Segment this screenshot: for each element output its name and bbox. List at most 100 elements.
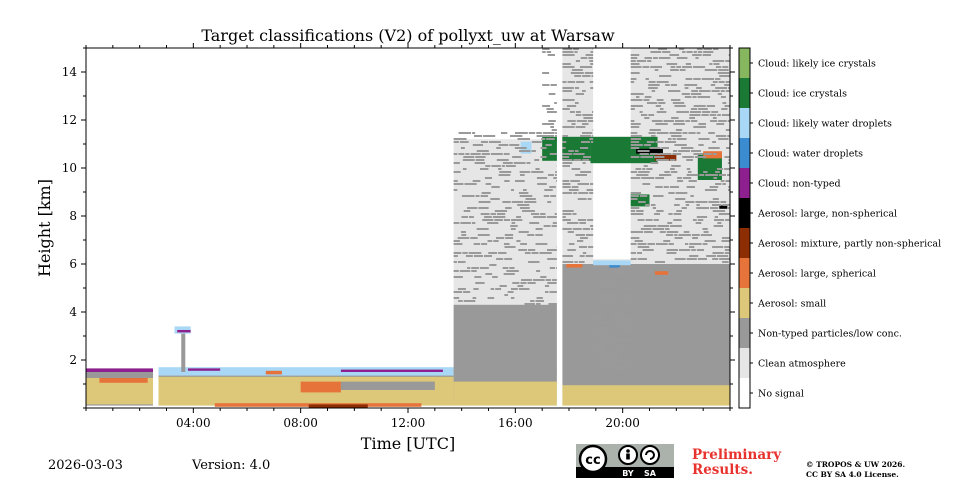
noise-speck-550: [672, 153, 682, 155]
noise-speck-69: [519, 174, 525, 176]
noise-speck-266: [567, 81, 576, 83]
noise-speck-333: [562, 210, 574, 212]
noise-speck-633: [652, 207, 656, 209]
noise-speck-175: [524, 252, 531, 254]
noise-speck-577: [664, 171, 670, 173]
noise-speck-776: [606, 339, 617, 341]
colorbar-swatch-1: [739, 348, 750, 378]
noise-speck-601: [722, 183, 726, 185]
noise-speck-537: [630, 147, 640, 149]
noise-speck-574: [724, 168, 730, 170]
x-tick-label-3: 16:00: [498, 416, 533, 430]
noise-speck-40: [549, 153, 557, 155]
noise-speck-474: [656, 111, 667, 113]
noise-speck-36: [470, 153, 481, 155]
colorbar-label-5: Aerosol: mixture, partly non-spherical: [757, 239, 941, 250]
noise-speck-142: [510, 228, 516, 230]
noise-speck-184: [547, 258, 557, 260]
noise-speck-693: [684, 243, 689, 245]
noise-speck-444: [630, 93, 644, 95]
noise-speck-447: [717, 93, 722, 95]
noise-speck-585: [699, 174, 705, 176]
noise-speck-289: [582, 123, 589, 125]
noise-speck-766: [620, 327, 630, 329]
noise-speck-593: [682, 177, 692, 179]
noise-speck-771: [593, 333, 597, 335]
noise-speck-638: [630, 210, 636, 212]
noise-speck-171: [462, 252, 468, 254]
noise-speck-599: [642, 183, 651, 185]
noise-speck-346: [590, 228, 594, 230]
noise-speck-104: [524, 201, 537, 203]
noise-speck-304: [574, 150, 579, 152]
noise-speck-554: [630, 156, 640, 158]
x-tick-label-1: 08:00: [283, 416, 318, 430]
noise-speck-691: [655, 243, 668, 245]
noise-speck-211: [475, 282, 485, 284]
noise-speck-284: [583, 117, 593, 119]
noise-speck-121: [468, 216, 474, 218]
noise-speck-715: [637, 258, 647, 260]
noise-speck-155: [453, 240, 460, 242]
noise-speck-15: [541, 138, 546, 140]
noise-speck-630: [712, 204, 722, 206]
noise-speck-797: [604, 363, 615, 365]
noise-speck-817: [548, 120, 556, 122]
noise-speck-102: [502, 201, 511, 203]
noise-speck-800: [613, 366, 622, 368]
class-region-21: [453, 381, 557, 406]
noise-speck-459: [658, 102, 666, 104]
noise-speck-612: [675, 192, 688, 194]
noise-speck-119: [554, 213, 557, 215]
noise-speck-341: [579, 222, 587, 224]
noise-speck-355: [567, 249, 576, 251]
noise-speck-565: [727, 162, 730, 164]
noise-speck-477: [702, 111, 711, 113]
noise-speck-144: [460, 231, 466, 233]
noise-speck-449: [644, 96, 652, 98]
noise-speck-613: [630, 195, 639, 197]
noise-speck-520: [715, 135, 727, 137]
noise-speck-573: [716, 168, 724, 170]
noise-speck-492: [663, 120, 674, 122]
noise-speck-206: [540, 276, 547, 278]
noise-speck-521: [727, 135, 730, 137]
noise-speck-351: [577, 240, 584, 242]
noise-speck-555: [640, 156, 653, 158]
noise-speck-680: [630, 237, 640, 239]
noise-speck-18: [459, 141, 469, 143]
noise-speck-705: [724, 249, 730, 251]
noise-speck-684: [634, 240, 643, 242]
class-region-37: [630, 194, 650, 207]
noise-speck-247: [574, 51, 578, 53]
noise-speck-778: [629, 339, 631, 341]
colorbar-swatch-4: [739, 258, 750, 288]
noise-speck-30: [476, 150, 489, 152]
noise-speck-438: [668, 90, 681, 92]
noise-speck-152: [470, 237, 478, 239]
noise-speck-282: [575, 114, 582, 116]
noise-speck-402: [692, 66, 706, 68]
noise-speck-16: [546, 138, 555, 140]
colorbar-swatch-3: [739, 288, 750, 318]
noise-speck-205: [492, 276, 498, 278]
noise-speck-458: [646, 102, 658, 104]
noise-speck-663: [670, 225, 682, 227]
noise-speck-238: [530, 300, 535, 302]
noise-speck-442: [720, 90, 725, 92]
noise-speck-509: [630, 132, 638, 134]
noise-speck-495: [690, 120, 698, 122]
noise-speck-500: [655, 123, 668, 125]
noise-speck-417: [693, 78, 701, 80]
noise-speck-395: [713, 63, 720, 65]
noise-speck-216: [499, 285, 507, 287]
noise-speck-388: [647, 60, 652, 62]
noise-speck-433: [684, 87, 689, 89]
noise-speck-390: [725, 60, 730, 62]
noise-speck-399: [670, 66, 676, 68]
noise-speck-398: [650, 66, 663, 68]
sa-icon-arrow: [645, 450, 655, 460]
noise-speck-131: [453, 222, 460, 224]
noise-speck-795: [616, 360, 627, 362]
noise-speck-276: [574, 102, 579, 104]
